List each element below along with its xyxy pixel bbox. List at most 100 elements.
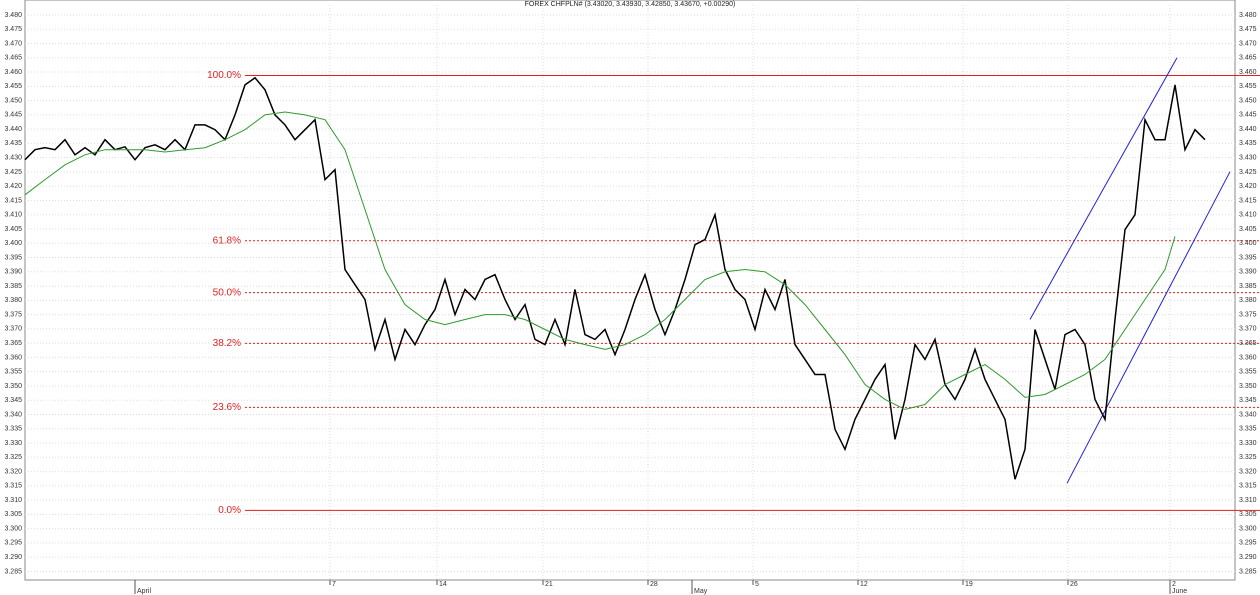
y-tick-label: 3.360 bbox=[4, 354, 22, 361]
y-tick-label-right: 3.410 bbox=[1239, 212, 1257, 219]
y-tick-label: 3.445 bbox=[4, 112, 22, 119]
y-tick-label-right: 3.420 bbox=[1239, 183, 1257, 190]
price-line bbox=[24, 76, 1206, 480]
y-tick-label-right: 3.330 bbox=[1239, 440, 1257, 447]
y-tick-label-right: 3.370 bbox=[1239, 326, 1257, 333]
y-tick-label: 3.340 bbox=[4, 411, 22, 418]
y-tick-label-right: 3.305 bbox=[1239, 511, 1257, 518]
y-tick-label: 3.345 bbox=[4, 397, 22, 404]
y-tick-label: 3.355 bbox=[4, 369, 22, 376]
y-tick-label: 3.300 bbox=[4, 525, 22, 532]
y-tick-label-right: 3.375 bbox=[1239, 311, 1257, 318]
y-tick-label: 3.380 bbox=[4, 297, 22, 304]
y-tick-label: 3.405 bbox=[4, 226, 22, 233]
y-tick-label-right: 3.455 bbox=[1239, 83, 1257, 90]
fib-label: 61.8% bbox=[213, 235, 241, 246]
y-tick-label-right: 3.380 bbox=[1239, 297, 1257, 304]
y-tick-label: 3.395 bbox=[4, 254, 22, 261]
y-tick-label-right: 3.350 bbox=[1239, 383, 1257, 390]
y-tick-label: 3.370 bbox=[4, 326, 22, 333]
plot-frame bbox=[24, 0, 1236, 581]
y-tick-label-right: 3.430 bbox=[1239, 155, 1257, 162]
y-tick-label-right: 3.285 bbox=[1239, 568, 1257, 575]
y-tick-label-right: 3.460 bbox=[1239, 69, 1257, 76]
y-tick-label-right: 3.465 bbox=[1239, 55, 1257, 62]
y-tick-label: 3.305 bbox=[4, 511, 22, 518]
y-tick-label: 3.465 bbox=[4, 55, 22, 62]
y-tick-label: 3.460 bbox=[4, 69, 22, 76]
y-tick-label-right: 3.325 bbox=[1239, 454, 1257, 461]
y-tick-label-right: 3.315 bbox=[1239, 483, 1257, 490]
y-tick-label-right: 3.425 bbox=[1239, 169, 1257, 176]
y-tick-label: 3.400 bbox=[4, 240, 22, 247]
y-tick-label: 3.480 bbox=[4, 12, 22, 19]
y-tick-label: 3.410 bbox=[4, 212, 22, 219]
y-tick-label-right: 3.290 bbox=[1239, 554, 1257, 561]
channel-line bbox=[1066, 171, 1231, 484]
y-tick-label: 3.385 bbox=[4, 283, 22, 290]
y-tick-label-right: 3.475 bbox=[1239, 26, 1257, 33]
y-tick-label-right: 3.295 bbox=[1239, 540, 1257, 547]
y-tick-label: 3.335 bbox=[4, 426, 22, 433]
y-tick-label: 3.350 bbox=[4, 383, 22, 390]
y-tick-label-right: 3.470 bbox=[1239, 40, 1257, 47]
y-tick-label: 3.330 bbox=[4, 440, 22, 447]
y-tick-label-right: 3.440 bbox=[1239, 126, 1257, 133]
y-tick-label-right: 3.345 bbox=[1239, 397, 1257, 404]
y-tick-label: 3.290 bbox=[4, 554, 22, 561]
fib-label: 0.0% bbox=[218, 505, 241, 516]
y-tick-label: 3.475 bbox=[4, 26, 22, 33]
y-tick-label-right: 3.335 bbox=[1239, 426, 1257, 433]
x-tick-label: 7 bbox=[332, 581, 336, 588]
y-tick-label-right: 3.415 bbox=[1239, 197, 1257, 204]
y-tick-label: 3.440 bbox=[4, 126, 22, 133]
y-tick-label-right: 3.480 bbox=[1239, 12, 1257, 19]
month-label: May bbox=[694, 588, 708, 595]
price-line bbox=[24, 111, 1176, 410]
x-tick-label: 21 bbox=[545, 581, 553, 588]
y-tick-label: 3.365 bbox=[4, 340, 22, 347]
y-tick-label-right: 3.395 bbox=[1239, 254, 1257, 261]
channel-line bbox=[1029, 57, 1178, 320]
y-tick-label: 3.390 bbox=[4, 269, 22, 276]
y-tick-label-right: 3.340 bbox=[1239, 411, 1257, 418]
y-tick-label-right: 3.385 bbox=[1239, 283, 1257, 290]
x-tick-label: 19 bbox=[965, 581, 973, 588]
y-tick-label: 3.415 bbox=[4, 197, 22, 204]
y-tick-label-right: 3.300 bbox=[1239, 525, 1257, 532]
y-tick-label: 3.320 bbox=[4, 468, 22, 475]
y-tick-label: 3.425 bbox=[4, 169, 22, 176]
y-tick-label: 3.295 bbox=[4, 540, 22, 547]
y-tick-label-right: 3.320 bbox=[1239, 468, 1257, 475]
x-tick-label: 5 bbox=[755, 581, 759, 588]
y-tick-label: 3.455 bbox=[4, 83, 22, 90]
x-tick-label: 14 bbox=[439, 581, 447, 588]
y-tick-label-right: 3.355 bbox=[1239, 369, 1257, 376]
y-tick-label: 3.375 bbox=[4, 311, 22, 318]
month-label: April bbox=[137, 588, 151, 595]
fib-label: 50.0% bbox=[213, 287, 241, 298]
y-tick-label: 3.435 bbox=[4, 140, 22, 147]
y-tick-label: 3.325 bbox=[4, 454, 22, 461]
y-tick-label-right: 3.400 bbox=[1239, 240, 1257, 247]
y-tick-label-right: 3.390 bbox=[1239, 269, 1257, 276]
x-tick-label: 2 bbox=[1172, 581, 1176, 588]
y-tick-label: 3.310 bbox=[4, 497, 22, 504]
y-tick-label: 3.430 bbox=[4, 155, 22, 162]
y-tick-label-right: 3.310 bbox=[1239, 497, 1257, 504]
y-tick-label: 3.285 bbox=[4, 568, 22, 575]
fib-label: 38.2% bbox=[213, 338, 241, 349]
y-tick-label-right: 3.360 bbox=[1239, 354, 1257, 361]
fib-label: 100.0% bbox=[207, 70, 241, 81]
fib-label: 23.6% bbox=[213, 402, 241, 413]
y-tick-label: 3.315 bbox=[4, 483, 22, 490]
y-tick-label: 3.450 bbox=[4, 97, 22, 104]
y-tick-label-right: 3.445 bbox=[1239, 112, 1257, 119]
chart-title: FOREX CHFPLN# (3.43020, 3.43930, 3.42850… bbox=[525, 1, 736, 8]
x-tick-label: 12 bbox=[860, 581, 868, 588]
y-tick-label-right: 3.405 bbox=[1239, 226, 1257, 233]
month-label: June bbox=[1172, 588, 1187, 595]
x-tick-label: 26 bbox=[1070, 581, 1078, 588]
